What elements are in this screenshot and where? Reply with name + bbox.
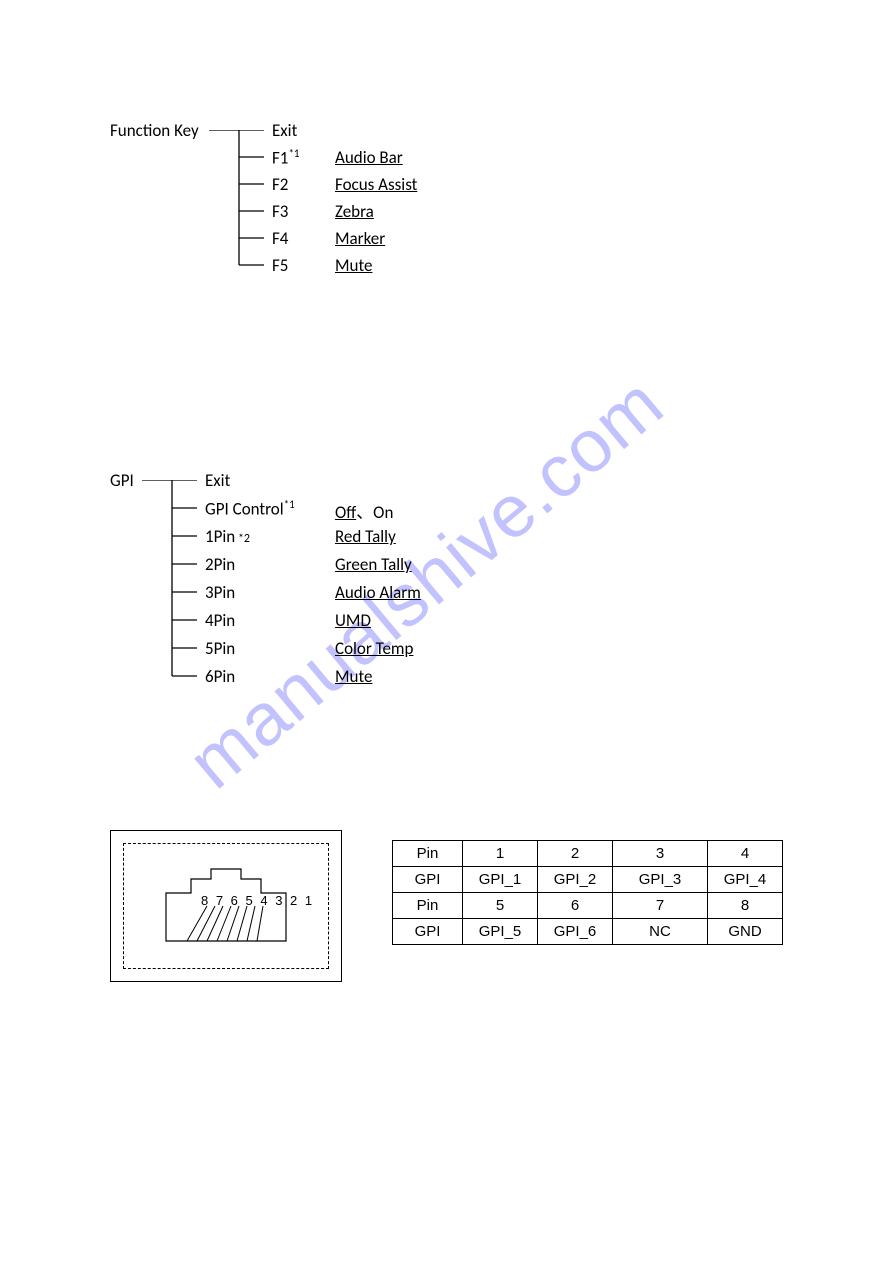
fk-item-f1: F1*1 — [272, 147, 300, 169]
gpi-value-off: Off — [335, 502, 356, 523]
function-key-tree: Function Key Exit F1*1 Audio Bar F2 Focu… — [110, 120, 610, 300]
fk-value-f1: Audio Bar — [335, 147, 403, 168]
table-row: GPI GPI_5 GPI_6 NC GND — [393, 919, 783, 945]
table-cell: GPI_4 — [708, 867, 783, 893]
table-cell: 5 — [463, 893, 538, 919]
fk-item-exit: Exit — [272, 120, 297, 141]
fk-value-f2: Focus Assist — [335, 174, 417, 195]
fk-item-sup: *1 — [288, 147, 299, 160]
table-cell: GPI_6 — [538, 919, 613, 945]
table-row: Pin 5 6 7 8 — [393, 893, 783, 919]
table-cell: GND — [708, 919, 783, 945]
rj45-connector-diagram: 8 7 6 5 4 3 2 1 — [110, 830, 342, 982]
table-cell: GPI_5 — [463, 919, 538, 945]
gpi-value-5pin: Color Temp — [335, 638, 413, 659]
table-row: GPI GPI_1 GPI_2 GPI_3 GPI_4 — [393, 867, 783, 893]
table-cell: 4 — [708, 841, 783, 867]
fk-value-f5: Mute — [335, 255, 372, 276]
gpi-value-6pin: Mute — [335, 666, 372, 687]
table-cell: 1 — [463, 841, 538, 867]
fk-item-f5: F5 — [272, 255, 288, 276]
gpi-value-rest: 、On — [356, 502, 393, 523]
table-cell: 3 — [613, 841, 708, 867]
gpi-item-sup: *1 — [284, 498, 295, 511]
gpi-root-label: GPI — [110, 470, 134, 491]
function-key-root-label: Function Key — [110, 120, 199, 141]
table-cell: 8 — [708, 893, 783, 919]
table-cell: GPI_3 — [613, 867, 708, 893]
gpi-item-3pin: 3Pin — [205, 582, 235, 603]
gpi-tree: GPI Exit GPI Control*1 Off、On 1Pin *2 Re… — [110, 470, 610, 730]
gpi-item-4pin: 4Pin — [205, 610, 235, 631]
table-cell: Pin — [393, 893, 463, 919]
table-cell: 2 — [538, 841, 613, 867]
gpi-item-exit: Exit — [205, 470, 230, 491]
pin-assignment-table: Pin 1 2 3 4 GPI GPI_1 GPI_2 GPI_3 GPI_4 … — [392, 840, 783, 945]
fk-item-label: F1 — [272, 148, 288, 169]
table-cell: Pin — [393, 841, 463, 867]
table-cell: GPI — [393, 919, 463, 945]
gpi-item-label: GPI Control — [205, 499, 284, 520]
gpi-item-sup: *2 — [235, 532, 250, 546]
gpi-item-label: 1Pin — [205, 526, 235, 547]
table-cell: 6 — [538, 893, 613, 919]
rj45-pin-numbers: 8 7 6 5 4 3 2 1 — [201, 893, 314, 908]
fk-item-label: Exit — [272, 120, 297, 141]
gpi-item-control: GPI Control*1 — [205, 498, 295, 520]
fk-item-f2: F2 — [272, 174, 288, 195]
gpi-value-control: Off、On — [335, 498, 393, 523]
gpi-value-4pin: UMD — [335, 610, 371, 631]
table-cell: NC — [613, 919, 708, 945]
fk-value-f4: Marker — [335, 228, 385, 249]
table-row: Pin 1 2 3 4 — [393, 841, 783, 867]
gpi-item-2pin: 2Pin — [205, 554, 235, 575]
table-cell: GPI_1 — [463, 867, 538, 893]
fk-item-f3: F3 — [272, 201, 288, 222]
table-cell: GPI — [393, 867, 463, 893]
fk-value-f3: Zebra — [335, 201, 374, 222]
table-cell: 7 — [613, 893, 708, 919]
table-cell: GPI_2 — [538, 867, 613, 893]
gpi-value-2pin: Green Tally — [335, 554, 412, 575]
gpi-item-1pin: 1Pin *2 — [205, 526, 250, 547]
fk-item-f4: F4 — [272, 228, 288, 249]
gpi-item-6pin: 6Pin — [205, 666, 235, 687]
gpi-value-1pin: Red Tally — [335, 526, 396, 547]
gpi-item-5pin: 5Pin — [205, 638, 235, 659]
gpi-value-3pin: Audio Alarm — [335, 582, 421, 603]
